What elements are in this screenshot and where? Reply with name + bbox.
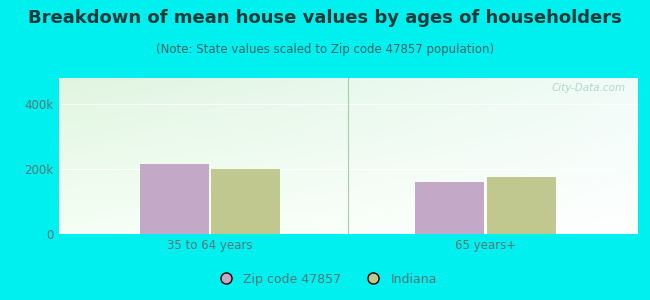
Bar — [140, 164, 209, 234]
Text: Breakdown of mean house values by ages of householders: Breakdown of mean house values by ages o… — [28, 9, 622, 27]
Text: (Note: State values scaled to Zip code 47857 population): (Note: State values scaled to Zip code 4… — [156, 44, 494, 56]
Bar — [211, 169, 280, 234]
Text: City-Data.com: City-Data.com — [551, 83, 625, 93]
Legend: Zip code 47857, Indiana: Zip code 47857, Indiana — [209, 268, 441, 291]
Bar — [415, 182, 484, 234]
Bar — [487, 177, 556, 234]
